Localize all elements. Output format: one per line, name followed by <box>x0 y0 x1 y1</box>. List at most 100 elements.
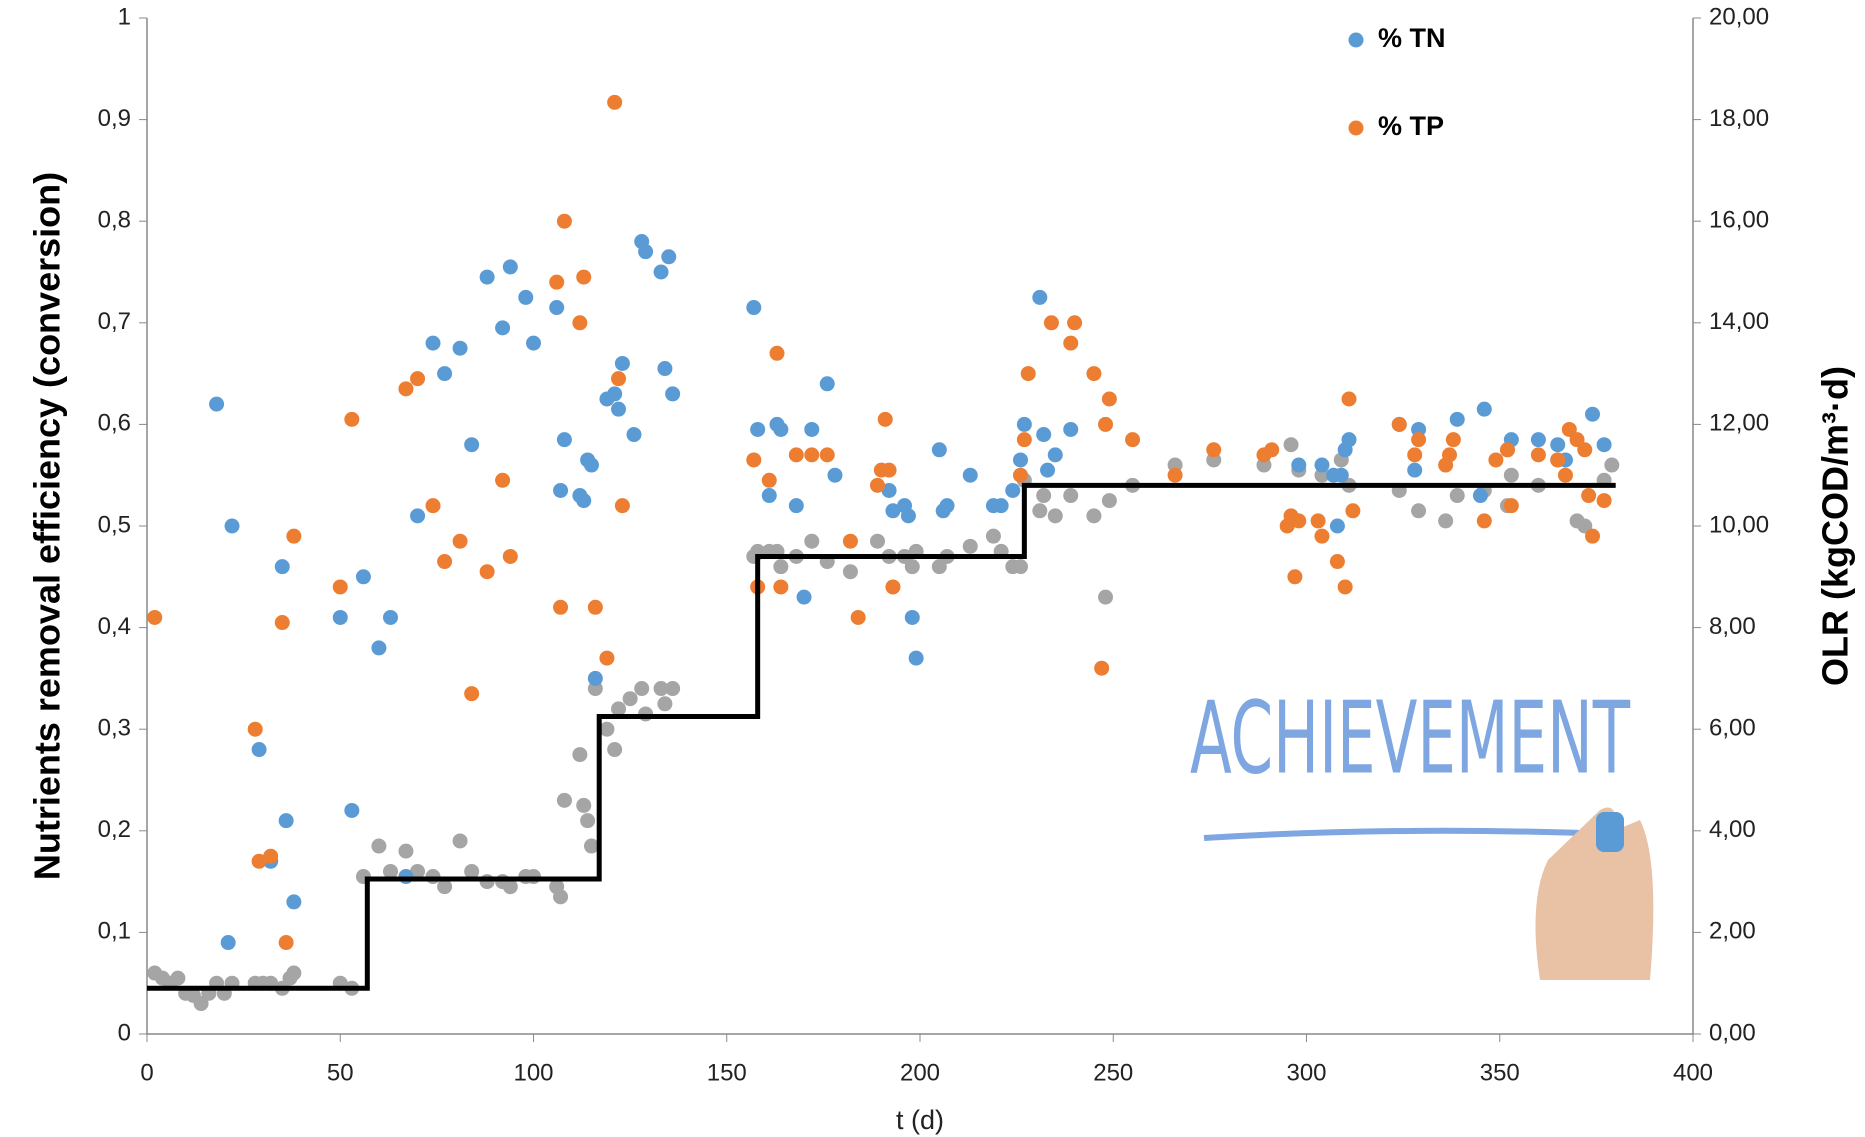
y-tick-label: 0,3 <box>98 715 131 742</box>
data-point <box>1098 590 1113 605</box>
data-point <box>453 341 468 356</box>
image-text: ACHIEVEMENT <box>1190 679 1631 796</box>
data-point <box>1048 447 1063 462</box>
y-tick-label: 0,1 <box>98 918 131 945</box>
data-point <box>1102 392 1117 407</box>
data-point <box>611 371 626 386</box>
data-point <box>221 935 236 950</box>
data-point <box>279 935 294 950</box>
data-point <box>248 722 263 737</box>
data-point <box>426 498 441 513</box>
data-point <box>804 422 819 437</box>
data-point <box>843 564 858 579</box>
y-tick-label: 0,5 <box>98 511 131 538</box>
data-point <box>1585 529 1600 544</box>
data-point <box>1287 569 1302 584</box>
data-point <box>626 427 641 442</box>
data-point <box>1021 366 1036 381</box>
data-point <box>344 412 359 427</box>
data-point <box>599 651 614 666</box>
y2-tick-label: 4,00 <box>1709 816 1756 843</box>
data-point <box>1577 442 1592 457</box>
data-point <box>1442 447 1457 462</box>
data-point <box>885 579 900 594</box>
data-point <box>1206 442 1221 457</box>
data-point <box>1291 458 1306 473</box>
x-tick-label: 250 <box>1093 1059 1133 1086</box>
data-point <box>1063 488 1078 503</box>
data-point <box>638 706 653 721</box>
y2-tick-label: 6,00 <box>1709 715 1756 742</box>
data-point <box>1125 432 1140 447</box>
data-point <box>804 447 819 462</box>
data-point <box>1013 559 1028 574</box>
x-tick-label: 300 <box>1286 1059 1326 1086</box>
achievement-image: ACHIEVEMENT <box>1178 665 1654 995</box>
data-point <box>623 691 638 706</box>
y2-tick-label: 16,00 <box>1709 207 1769 234</box>
data-point <box>557 214 572 229</box>
data-point <box>1291 513 1306 528</box>
y2-tick-label: 8,00 <box>1709 613 1756 640</box>
data-point <box>746 300 761 315</box>
data-point <box>426 869 441 884</box>
data-point <box>1604 458 1619 473</box>
data-point <box>1438 513 1453 528</box>
data-point <box>371 640 386 655</box>
data-point <box>518 290 533 305</box>
y2-tick-label: 12,00 <box>1709 410 1769 437</box>
data-point <box>1330 554 1345 569</box>
data-point <box>464 437 479 452</box>
data-point <box>750 422 765 437</box>
y-tick-label: 0,9 <box>98 105 131 132</box>
data-point <box>1550 437 1565 452</box>
data-point <box>905 610 920 625</box>
data-point <box>607 95 622 110</box>
data-point <box>789 447 804 462</box>
data-point <box>1005 483 1020 498</box>
data-point <box>882 463 897 478</box>
data-point <box>549 300 564 315</box>
data-point <box>553 483 568 498</box>
data-point <box>1558 468 1573 483</box>
data-point <box>1581 488 1596 503</box>
y-tick-label: 0 <box>118 1019 131 1046</box>
data-point <box>1504 498 1519 513</box>
data-point <box>905 559 920 574</box>
data-point <box>333 610 348 625</box>
data-point <box>901 508 916 523</box>
data-point <box>426 336 441 351</box>
data-point <box>286 529 301 544</box>
x-tick-label: 350 <box>1480 1059 1520 1086</box>
y2-tick-label: 20,00 <box>1709 3 1769 30</box>
data-point <box>746 452 761 467</box>
data-point <box>963 468 978 483</box>
data-point <box>762 473 777 488</box>
y-axis-title: Nutrients removal efficiency (conversion… <box>27 172 68 880</box>
data-point <box>437 554 452 569</box>
data-point <box>1264 442 1279 457</box>
data-point <box>607 742 622 757</box>
x-tick-label: 200 <box>900 1059 940 1086</box>
y-tick-label: 0,6 <box>98 410 131 437</box>
data-point <box>1168 468 1183 483</box>
data-point <box>611 402 626 417</box>
legend-marker <box>1349 33 1364 48</box>
data-point <box>1531 432 1546 447</box>
y-tick-label: 0,4 <box>98 613 131 640</box>
legend-marker <box>1349 121 1364 136</box>
data-point <box>1411 503 1426 518</box>
data-point <box>661 249 676 264</box>
data-point <box>1032 290 1047 305</box>
x-tick-label: 50 <box>327 1059 354 1086</box>
data-point <box>870 478 885 493</box>
data-point <box>1036 488 1051 503</box>
data-point <box>1017 432 1032 447</box>
data-point <box>797 590 812 605</box>
data-point <box>1450 488 1465 503</box>
data-point <box>1040 463 1055 478</box>
data-point <box>940 498 955 513</box>
legend-label: % TP <box>1378 111 1444 141</box>
data-point <box>1342 432 1357 447</box>
data-point <box>1098 417 1113 432</box>
